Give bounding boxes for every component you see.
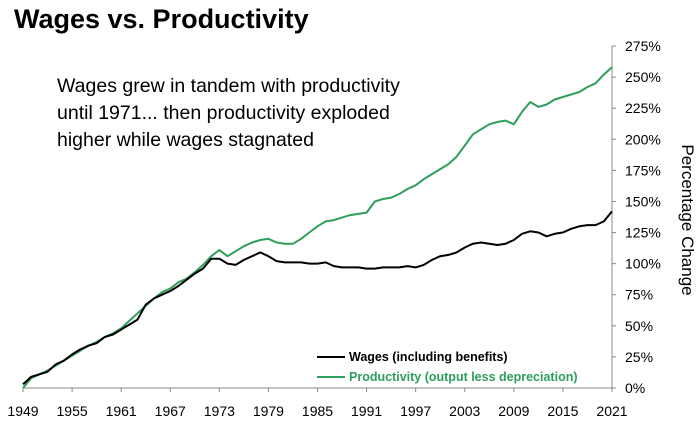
- y-tick-label: 125%: [625, 225, 661, 241]
- x-tick-label: 1997: [400, 403, 431, 419]
- y-tick-label: 0%: [625, 380, 645, 396]
- y-tick-label: 75%: [625, 287, 653, 303]
- y-tick-label: 25%: [625, 349, 653, 365]
- axes: [23, 46, 613, 389]
- annotation-line-3: higher while wages stagnated: [57, 129, 314, 151]
- series-line-productivity: [22, 66, 613, 389]
- x-tick-label: 2009: [498, 403, 529, 419]
- x-tick-label: 2003: [449, 403, 480, 419]
- y-tick-label: 175%: [625, 162, 661, 178]
- x-tick-label: 1973: [204, 403, 235, 419]
- y-tick-label: 50%: [625, 318, 653, 334]
- y-tick-label: 150%: [625, 193, 661, 209]
- y-tick-label: 275%: [625, 38, 661, 54]
- x-tick-label: 1949: [7, 403, 38, 419]
- series-line-wages: [22, 210, 613, 386]
- x-tick-label: 1985: [302, 403, 333, 419]
- y-ticks: 0% 25% 50% 75% 100% 125% 150% 175% 200% 225% 250% 2…: [612, 38, 661, 396]
- x-tick-label: 1979: [253, 403, 284, 419]
- legend: Wages (including benefits) Productivity …: [317, 350, 578, 384]
- y-axis-label: Percentage Change: [678, 144, 697, 295]
- annotation-line-2: until 1971... then productivity exploded: [57, 102, 390, 124]
- y-tick-label: 225%: [625, 100, 661, 116]
- y-tick-label: 200%: [625, 131, 661, 147]
- x-tick-label: 1967: [155, 403, 186, 419]
- x-tick-label: 1955: [57, 403, 88, 419]
- y-tick-label: 100%: [625, 256, 661, 272]
- x-tick-label: 1961: [106, 403, 137, 419]
- x-tick-label: 2015: [547, 403, 578, 419]
- y-tick-label: 250%: [625, 69, 661, 85]
- annotation-line-1: Wages grew in tandem with productivity: [57, 75, 400, 97]
- series-layer: [22, 66, 613, 389]
- legend-label-productivity: Productivity (output less depreciation): [349, 370, 578, 384]
- x-tick-label: 2021: [596, 403, 627, 419]
- legend-label-wages: Wages (including benefits): [349, 350, 508, 364]
- chart-title: Wages vs. Productivity: [14, 4, 309, 34]
- x-tick-label: 1991: [351, 403, 382, 419]
- x-ticks: 1949 1955 1961 1967 1973 1979 1985 1991 1997 2003…: [7, 388, 628, 419]
